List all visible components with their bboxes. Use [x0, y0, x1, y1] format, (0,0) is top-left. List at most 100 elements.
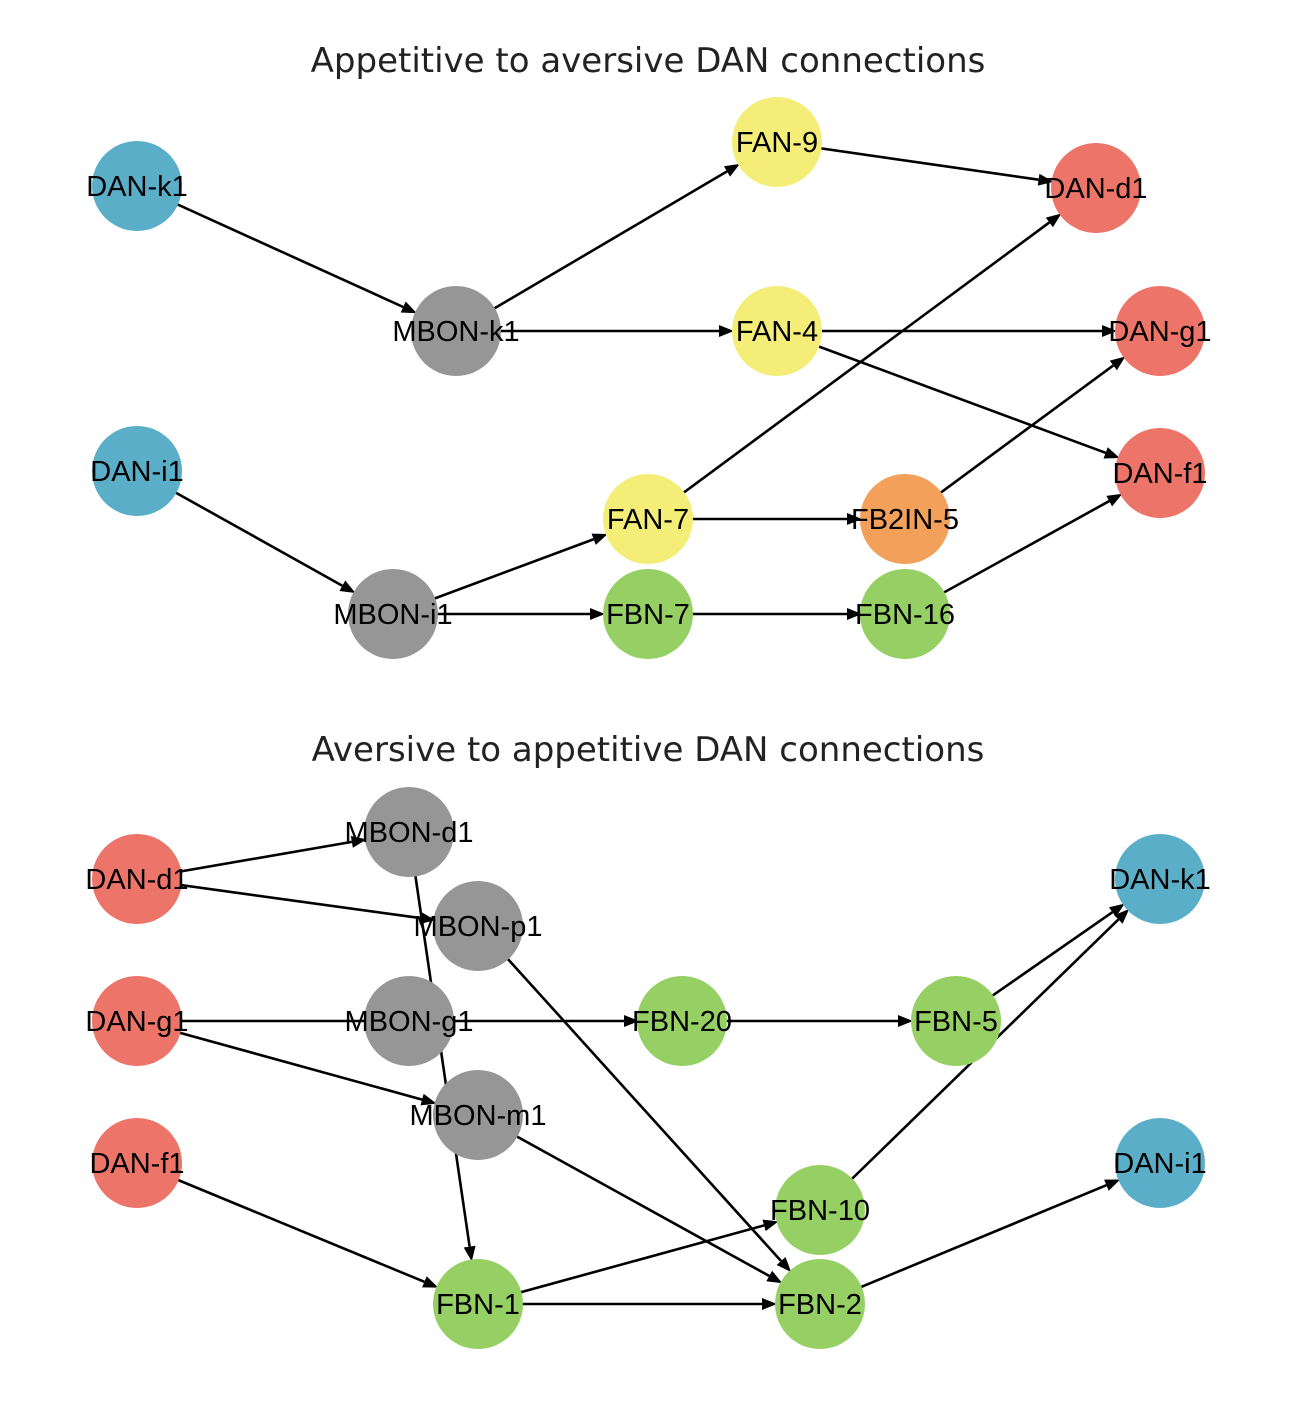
node-circle — [775, 1259, 865, 1349]
node-label: DAN-g1 — [1108, 316, 1211, 348]
node-mbon-g1: MBON-g1 — [345, 976, 474, 1066]
node-mbon-d1: MBON-d1 — [345, 787, 474, 877]
node-dan-g1: DAN-g1 — [1108, 286, 1212, 376]
node-label: DAN-i1 — [90, 456, 183, 488]
node-dan-d1: DAN-d1 — [85, 834, 189, 924]
node-dan-g1: DAN-g1 — [85, 976, 189, 1066]
bottom-panel: Aversive to appetitive DAN connections D… — [85, 730, 1211, 1349]
node-label: DAN-g1 — [85, 1006, 188, 1038]
arrowhead-icon — [898, 1015, 913, 1027]
node-fbn-1: FBN-1 — [433, 1259, 523, 1349]
node-label: MBON-k1 — [392, 316, 519, 348]
arrowhead-icon — [762, 1298, 777, 1310]
node-label: MBON-p1 — [414, 911, 543, 943]
node-circle — [1115, 286, 1205, 376]
node-circle — [348, 569, 438, 659]
node-circle — [1115, 428, 1205, 518]
node-fan-9: FAN-9 — [732, 97, 822, 187]
node-label: FBN-1 — [436, 1289, 520, 1321]
node-label: DAN-k1 — [1109, 864, 1211, 896]
node-label: DAN-f1 — [1112, 458, 1207, 490]
node-dan-k1: DAN-k1 — [86, 141, 188, 231]
node-fbn-16: FBN-16 — [855, 569, 955, 659]
arrowhead-icon — [719, 325, 734, 337]
node-label: FBN-2 — [778, 1289, 862, 1321]
edge-fan-4-to-dan-g1 — [777, 325, 1117, 337]
node-circle — [364, 787, 454, 877]
node-circle — [92, 141, 182, 231]
arrowhead-icon — [419, 912, 436, 925]
node-fb2in-5: FB2IN-5 — [851, 474, 959, 564]
node-fan-7: FAN-7 — [603, 474, 693, 564]
edge-mbon-k1-to-fan-9 — [455, 163, 740, 333]
arrowhead-icon — [847, 513, 862, 525]
arrowhead-icon — [762, 1219, 779, 1232]
node-dan-i1: DAN-i1 — [1113, 1118, 1207, 1208]
edge-dan-f1-to-fbn-1 — [136, 1161, 439, 1288]
node-circle — [364, 976, 454, 1066]
node-label: FBN-20 — [632, 1006, 732, 1038]
arrowhead-icon — [400, 301, 417, 314]
arrowhead-icon — [463, 1245, 476, 1262]
node-label: FBN-10 — [770, 1195, 870, 1227]
node-label: DAN-d1 — [85, 864, 188, 896]
node-label: DAN-f1 — [89, 1148, 184, 1180]
node-mbon-m1: MBON-m1 — [410, 1070, 546, 1160]
arrowhead-icon — [624, 1015, 639, 1027]
edge-fbn-1-to-fbn-10 — [477, 1219, 779, 1306]
node-fbn-2: FBN-2 — [775, 1259, 865, 1349]
node-mbon-i1: MBON-i1 — [333, 569, 453, 659]
node-circle — [1051, 143, 1141, 233]
bottom-panel-title: Aversive to appetitive DAN connections — [312, 730, 985, 770]
arrowhead-icon — [723, 163, 740, 177]
arrowhead-icon — [1104, 1179, 1121, 1191]
node-label: MBON-d1 — [345, 817, 474, 849]
node-circle — [911, 976, 1001, 1066]
node-circle — [411, 286, 501, 376]
node-label: DAN-i1 — [1113, 1148, 1206, 1180]
node-circle — [860, 474, 950, 564]
node-circle — [433, 1070, 523, 1160]
node-fbn-5: FBN-5 — [911, 976, 1001, 1066]
edge-fan-4-to-dan-f1 — [776, 329, 1120, 459]
arrowhead-icon — [1108, 903, 1125, 918]
edge-fbn-1-to-fbn-2 — [478, 1298, 777, 1310]
node-label: MBON-g1 — [345, 1006, 474, 1038]
edge-dan-g1-to-mbon-m1 — [136, 1019, 437, 1106]
node-mbon-p1: MBON-p1 — [414, 881, 543, 971]
node-circle — [92, 1118, 182, 1208]
node-mbon-k1: MBON-k1 — [392, 286, 520, 376]
arrowhead-icon — [350, 835, 367, 848]
node-circle — [603, 474, 693, 564]
node-circle — [92, 834, 182, 924]
arrowhead-icon — [1109, 356, 1126, 371]
node-label: MBON-i1 — [333, 599, 452, 631]
node-fbn-20: FBN-20 — [632, 976, 732, 1066]
arrowhead-icon — [776, 1256, 792, 1273]
node-label: FBN-7 — [606, 599, 690, 631]
edge-fbn-10-to-dan-k1 — [819, 908, 1130, 1211]
node-fbn-7: FBN-7 — [603, 569, 693, 659]
node-circle — [732, 97, 822, 187]
node-label: FB2IN-5 — [851, 504, 959, 536]
node-circle — [433, 881, 523, 971]
node-circle — [1115, 834, 1205, 924]
node-label: FAN-7 — [607, 504, 689, 536]
arrowhead-icon — [847, 608, 862, 620]
top-panel: Appetitive to aversive DAN connections D… — [86, 41, 1212, 659]
arrowhead-icon — [422, 1276, 439, 1288]
arrowhead-icon — [1114, 908, 1130, 924]
node-circle — [1115, 1118, 1205, 1208]
node-fbn-10: FBN-10 — [770, 1165, 870, 1255]
arrowhead-icon — [591, 533, 608, 545]
arrowhead-icon — [766, 1270, 783, 1284]
node-label: FBN-5 — [914, 1006, 998, 1038]
edge-mbon-p1-to-fbn-2 — [477, 925, 792, 1273]
arrowhead-icon — [1037, 173, 1054, 186]
node-dan-k1: DAN-k1 — [1109, 834, 1211, 924]
node-label: DAN-d1 — [1044, 173, 1147, 205]
node-circle — [433, 1259, 523, 1349]
edge-fbn-2-to-dan-i1 — [819, 1179, 1121, 1306]
arrowhead-icon — [420, 1093, 437, 1106]
